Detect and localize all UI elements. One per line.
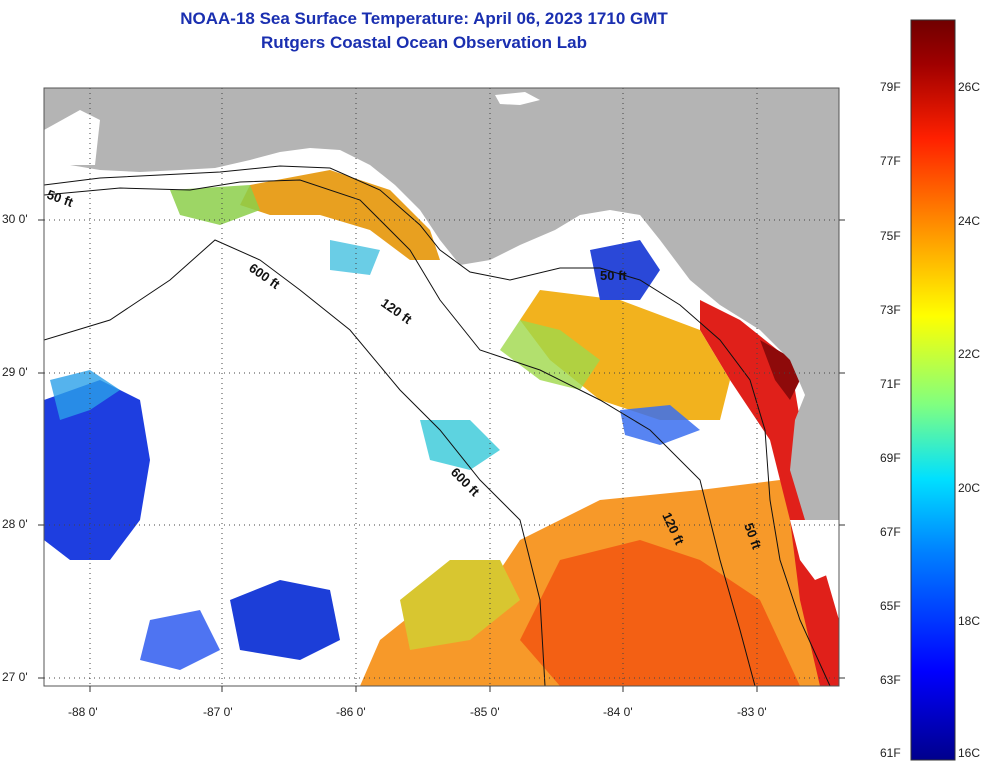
sst-cold-patch-bay — [590, 240, 660, 300]
sst-cold-patch-south — [230, 580, 340, 660]
sst-cold-patch-west — [44, 380, 150, 560]
colorbar — [910, 19, 956, 761]
sst-mid-patch — [400, 560, 520, 650]
coastal-cloud-2 — [495, 92, 540, 105]
lon-label-87: -87 0' — [203, 705, 233, 719]
cb-label-73f: 73F — [880, 303, 901, 317]
map-subtitle: Rutgers Coastal Ocean Observation Lab — [261, 33, 587, 52]
cb-label-61f: 61F — [880, 746, 901, 760]
cb-label-75f: 75F — [880, 229, 901, 243]
sst-warm-patch-red — [520, 540, 800, 686]
sst-cold-patch-south2 — [140, 610, 220, 670]
coastal-cloud — [44, 110, 100, 165]
cb-label-77f: 77F — [880, 154, 901, 168]
sst-shelf-patch — [520, 290, 730, 420]
map-frame — [43, 87, 840, 687]
cb-label-65f: 65F — [880, 599, 901, 613]
lat-label-27: 27 0' — [2, 670, 28, 684]
bathymetry-contours — [44, 165, 831, 686]
sst-darkred-strip — [760, 340, 800, 400]
sst-cyan-patch — [420, 420, 500, 470]
cb-label-71f: 71F — [880, 377, 901, 391]
sst-cold-patch-west-light — [50, 370, 120, 420]
contour-label-50ft-bay: 50 ft — [600, 268, 627, 283]
cb-label-24c: 24C — [958, 214, 981, 228]
sst-coastal-red — [700, 300, 839, 686]
lat-label-29: 29 0' — [2, 365, 28, 379]
lon-label-86: -86 0' — [336, 705, 366, 719]
cb-label-16c: 16C — [958, 746, 981, 760]
cb-label-79f: 79F — [880, 80, 901, 94]
cb-label-26c: 26C — [958, 80, 981, 94]
land-mass — [44, 88, 839, 560]
lon-label-88: -88 0' — [68, 705, 98, 719]
sst-cold-patch-shelf — [620, 405, 700, 445]
cb-label-18c: 18C — [958, 614, 981, 628]
sst-north-coast-green — [170, 185, 260, 225]
contour-50ft — [44, 165, 831, 686]
cb-label-67f: 67F — [880, 525, 901, 539]
contour-600ft — [44, 239, 546, 686]
map-title: NOAA-18 Sea Surface Temperature: April 0… — [180, 9, 668, 28]
coastal-cloud-3 — [790, 520, 839, 580]
contour-120ft — [44, 179, 756, 686]
lon-label-85: -85 0' — [470, 705, 500, 719]
cb-label-69f: 69F — [880, 451, 901, 465]
lat-label-30: 30 0' — [2, 212, 28, 226]
cb-label-63f: 63F — [880, 673, 901, 687]
lon-label-83: -83 0' — [737, 705, 767, 719]
cb-label-22c: 22C — [958, 347, 981, 361]
sst-cyan-patch2 — [330, 240, 380, 275]
axis-ticks — [38, 219, 845, 692]
lat-label-28: 28 0' — [2, 517, 28, 531]
lon-label-84: -84 0' — [603, 705, 633, 719]
sst-north-coast-patch — [240, 170, 440, 260]
cb-label-20c: 20C — [958, 481, 981, 495]
